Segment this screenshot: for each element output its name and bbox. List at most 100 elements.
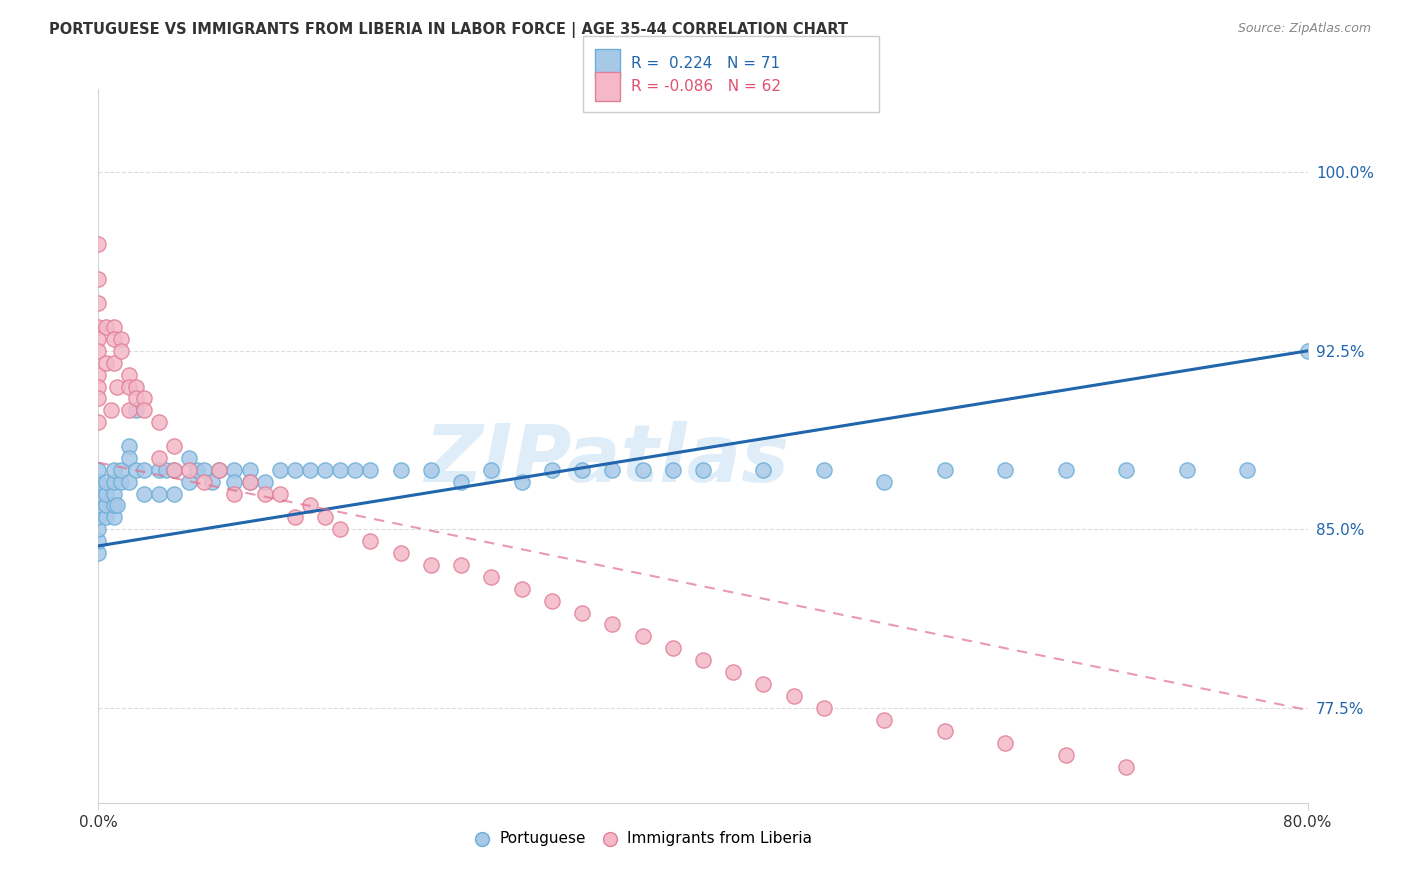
Point xyxy=(87,379,110,393)
Point xyxy=(118,439,141,453)
Point xyxy=(299,499,322,513)
Point xyxy=(299,463,322,477)
Text: R = -0.086   N = 62: R = -0.086 N = 62 xyxy=(631,79,782,94)
Point xyxy=(103,332,125,346)
Point xyxy=(118,403,141,417)
Point xyxy=(269,486,291,500)
Point xyxy=(540,463,562,477)
Point xyxy=(87,368,110,382)
Point xyxy=(103,510,125,524)
Point xyxy=(103,486,125,500)
Point xyxy=(752,463,775,477)
Point xyxy=(132,392,155,406)
Text: R =  0.224   N = 71: R = 0.224 N = 71 xyxy=(631,56,780,70)
Point xyxy=(510,582,533,596)
Point xyxy=(239,475,262,489)
Point xyxy=(148,463,170,477)
Point xyxy=(163,439,186,453)
Point xyxy=(813,700,835,714)
Point xyxy=(163,463,186,477)
Point xyxy=(1054,463,1077,477)
Point xyxy=(193,475,215,489)
Point xyxy=(253,486,276,500)
Point xyxy=(94,486,117,500)
Point xyxy=(125,379,148,393)
Point xyxy=(179,475,201,489)
Point xyxy=(87,236,110,251)
Point xyxy=(179,450,201,465)
Point xyxy=(873,475,896,489)
Point xyxy=(148,450,170,465)
Point xyxy=(224,463,246,477)
Text: ZIPatlas: ZIPatlas xyxy=(423,421,789,500)
Point xyxy=(873,713,896,727)
Point xyxy=(87,499,110,513)
Point xyxy=(269,463,291,477)
Point xyxy=(103,320,125,334)
Point xyxy=(87,320,110,334)
Text: PORTUGUESE VS IMMIGRANTS FROM LIBERIA IN LABOR FORCE | AGE 35-44 CORRELATION CHA: PORTUGUESE VS IMMIGRANTS FROM LIBERIA IN… xyxy=(49,22,848,38)
Point xyxy=(201,475,224,489)
Point xyxy=(87,415,110,429)
Point xyxy=(105,499,128,513)
Point xyxy=(118,475,141,489)
Point xyxy=(723,665,745,679)
Point xyxy=(389,463,412,477)
Point xyxy=(224,475,246,489)
Point xyxy=(125,392,148,406)
Point xyxy=(1115,760,1137,774)
Point xyxy=(540,593,562,607)
Point xyxy=(661,463,683,477)
Point xyxy=(110,475,132,489)
Point xyxy=(103,463,125,477)
Point xyxy=(110,332,132,346)
Point xyxy=(450,475,472,489)
Legend: Portuguese, Immigrants from Liberia: Portuguese, Immigrants from Liberia xyxy=(467,825,818,852)
Point xyxy=(239,463,262,477)
Point xyxy=(994,463,1017,477)
Point xyxy=(571,463,593,477)
Point xyxy=(344,463,367,477)
Point xyxy=(87,392,110,406)
Point xyxy=(631,629,654,643)
Point xyxy=(631,463,654,477)
Point xyxy=(87,296,110,310)
Point xyxy=(329,463,352,477)
Point xyxy=(510,475,533,489)
Point xyxy=(155,463,177,477)
Point xyxy=(87,332,110,346)
Point xyxy=(125,403,148,417)
Point xyxy=(994,736,1017,750)
Point xyxy=(87,534,110,549)
Point xyxy=(87,522,110,536)
Point xyxy=(329,522,352,536)
Point xyxy=(179,463,201,477)
Point xyxy=(360,463,382,477)
Point xyxy=(132,403,155,417)
Point xyxy=(163,463,186,477)
Point xyxy=(314,463,336,477)
Point xyxy=(420,463,443,477)
Point xyxy=(752,677,775,691)
Point xyxy=(110,343,132,358)
Point xyxy=(239,475,262,489)
Point xyxy=(1296,343,1319,358)
Point xyxy=(87,343,110,358)
Point xyxy=(105,379,128,393)
Point xyxy=(163,486,186,500)
Point xyxy=(813,463,835,477)
Point xyxy=(118,450,141,465)
Point xyxy=(87,475,110,489)
Point xyxy=(692,463,714,477)
Point xyxy=(87,486,110,500)
Point xyxy=(284,463,307,477)
Point xyxy=(193,463,215,477)
Point xyxy=(125,463,148,477)
Point xyxy=(389,546,412,560)
Point xyxy=(186,463,208,477)
Point xyxy=(602,463,624,477)
Point xyxy=(87,546,110,560)
Point xyxy=(208,463,231,477)
Point xyxy=(284,510,307,524)
Point xyxy=(692,653,714,667)
